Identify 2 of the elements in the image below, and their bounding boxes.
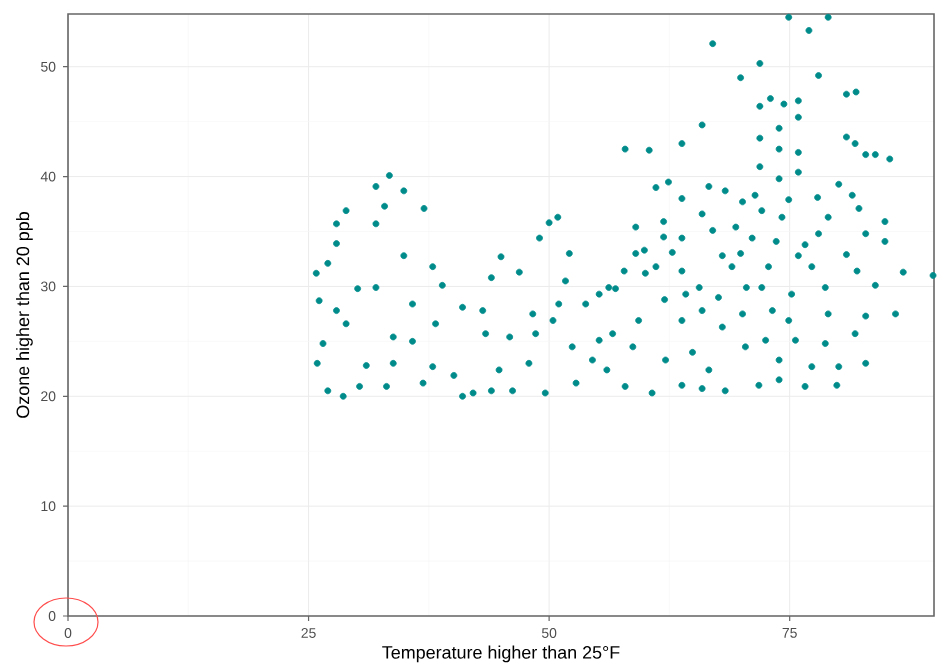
- x-axis-title: Temperature higher than 25°F: [382, 645, 620, 663]
- y-axis-title: Ozone higher than 20 ppb: [16, 212, 33, 418]
